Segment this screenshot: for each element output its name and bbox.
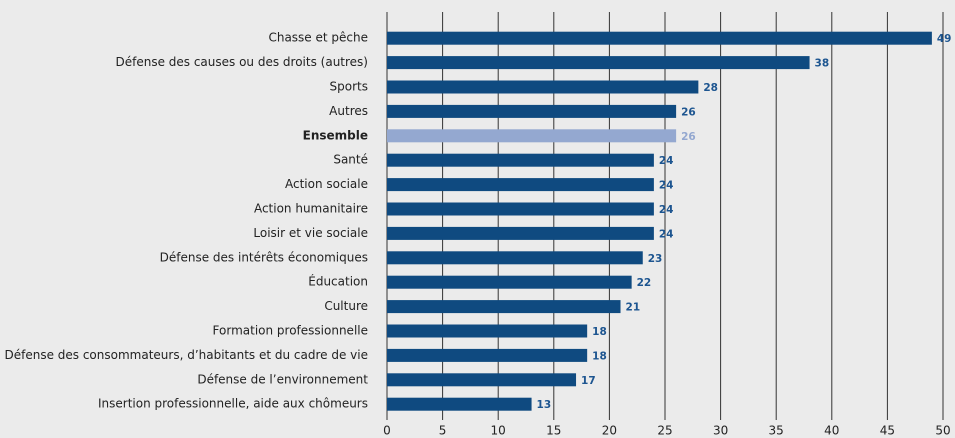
- data-label: 26: [681, 106, 696, 118]
- data-label: 26: [681, 131, 696, 143]
- bar: [387, 56, 810, 70]
- x-tick-label: 50: [935, 424, 950, 438]
- category-label: Chasse et pêche: [268, 31, 368, 45]
- bar: [387, 129, 677, 143]
- category-label: Autres: [329, 104, 368, 118]
- data-label: 13: [537, 399, 552, 411]
- x-tick-label: 5: [439, 424, 447, 438]
- category-label: Formation professionnelle: [213, 324, 368, 338]
- x-tick-label: 40: [824, 424, 839, 438]
- bar: [387, 324, 588, 338]
- data-label: 21: [626, 302, 641, 314]
- data-label: 17: [581, 375, 596, 387]
- category-label: Défense de l’environnement: [197, 372, 368, 386]
- bar: [387, 202, 654, 216]
- data-label: 24: [659, 155, 674, 167]
- x-tick-label: 15: [546, 424, 561, 438]
- data-label: 18: [592, 350, 607, 362]
- data-label: 24: [659, 180, 674, 192]
- data-label: 22: [637, 277, 652, 289]
- x-tick-label: 20: [602, 424, 617, 438]
- bar: [387, 178, 654, 192]
- category-label: Ensemble: [303, 128, 368, 142]
- bar: [387, 226, 654, 240]
- category-label: Santé: [333, 153, 368, 167]
- bar: [387, 80, 699, 94]
- bar: [387, 153, 654, 167]
- data-label: 38: [815, 58, 830, 70]
- bar: [387, 348, 588, 362]
- bar: [387, 31, 932, 45]
- bar: [387, 373, 577, 387]
- data-label: 28: [703, 82, 718, 94]
- category-label: Culture: [324, 299, 368, 313]
- category-label: Action sociale: [285, 177, 368, 191]
- x-tick-label: 35: [769, 424, 784, 438]
- bar: [387, 104, 677, 118]
- x-tick-label: 10: [491, 424, 506, 438]
- data-label: 49: [937, 33, 952, 45]
- bar: [387, 251, 643, 265]
- data-label: 23: [648, 253, 663, 265]
- bar: [387, 275, 632, 289]
- x-tick-label: 0: [383, 424, 391, 438]
- category-label: Défense des causes ou des droits (autres…: [115, 55, 368, 69]
- category-label: Action humanitaire: [254, 202, 368, 216]
- category-label: Loisir et vie sociale: [253, 226, 368, 240]
- category-label: Défense des consommateurs, d’habitants e…: [4, 348, 368, 362]
- data-label: 18: [592, 326, 607, 338]
- x-tick-label: 30: [713, 424, 728, 438]
- data-label: 24: [659, 204, 674, 216]
- bar: [387, 397, 532, 411]
- category-label: Sports: [330, 80, 368, 94]
- category-label: Insertion professionnelle, aide aux chôm…: [98, 397, 368, 411]
- x-tick-label: 45: [880, 424, 895, 438]
- category-label: Défense des intérêts économiques: [160, 250, 368, 264]
- category-label: Éducation: [308, 274, 368, 289]
- data-label: 24: [659, 228, 674, 240]
- bar: [387, 300, 621, 314]
- x-tick-label: 25: [657, 424, 672, 438]
